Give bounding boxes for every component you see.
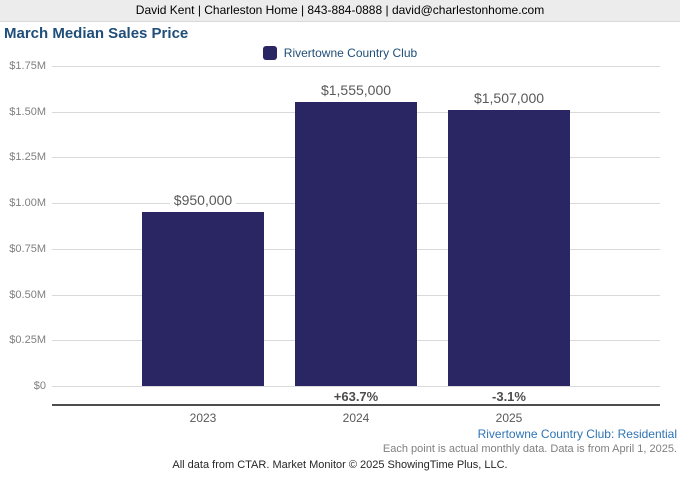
bar-2024 [295, 101, 417, 386]
x-tick-label: 2025 [495, 411, 523, 425]
series-note: Rivertowne Country Club: Residential [477, 427, 677, 441]
bar-value-text: $1,507,000 [469, 90, 549, 107]
pct-change-label: +63.7% [333, 389, 379, 404]
chart-legend: Rivertowne Country Club [0, 45, 680, 61]
x-tick-label: 2024 [342, 411, 370, 425]
contact-line: David Kent | Charleston Home | 843-884-0… [135, 3, 545, 17]
bar-2023 [142, 212, 264, 386]
y-tick-label: $1.00M [9, 197, 46, 210]
y-tick-label: $0.75M [9, 242, 46, 255]
bar-value-text: $950,000 [169, 192, 237, 209]
header-bar: David Kent | Charleston Home | 843-884-0… [0, 0, 680, 22]
bar-value-label: $950,000 [128, 192, 278, 209]
source-note: All data from CTAR. Market Monitor © 202… [172, 459, 508, 471]
gridline [52, 66, 660, 67]
x-axis-line [52, 404, 660, 406]
y-tick-label: $1.50M [9, 105, 46, 118]
bar-2025 [448, 110, 570, 386]
bar-value-text: $1,555,000 [316, 81, 396, 98]
data-note: Each point is actual monthly data. Data … [382, 443, 677, 455]
x-tick-label: 2023 [189, 411, 217, 425]
legend-label: Rivertowne Country Club [283, 46, 418, 60]
page-title: March Median Sales Price [4, 25, 189, 42]
y-tick-label: $0.25M [9, 334, 46, 347]
bar-value-label: $1,555,000 [281, 81, 431, 99]
y-tick-label: $0 [33, 380, 46, 392]
y-tick-label: $1.75M [9, 60, 46, 72]
gridline [52, 386, 660, 387]
pct-change-label: -3.1% [492, 389, 526, 404]
y-tick-label: $0.50M [9, 288, 46, 301]
y-tick-label: $1.25M [9, 151, 46, 164]
legend-swatch [262, 46, 277, 60]
bar-value-label: $1,507,000 [434, 90, 584, 107]
